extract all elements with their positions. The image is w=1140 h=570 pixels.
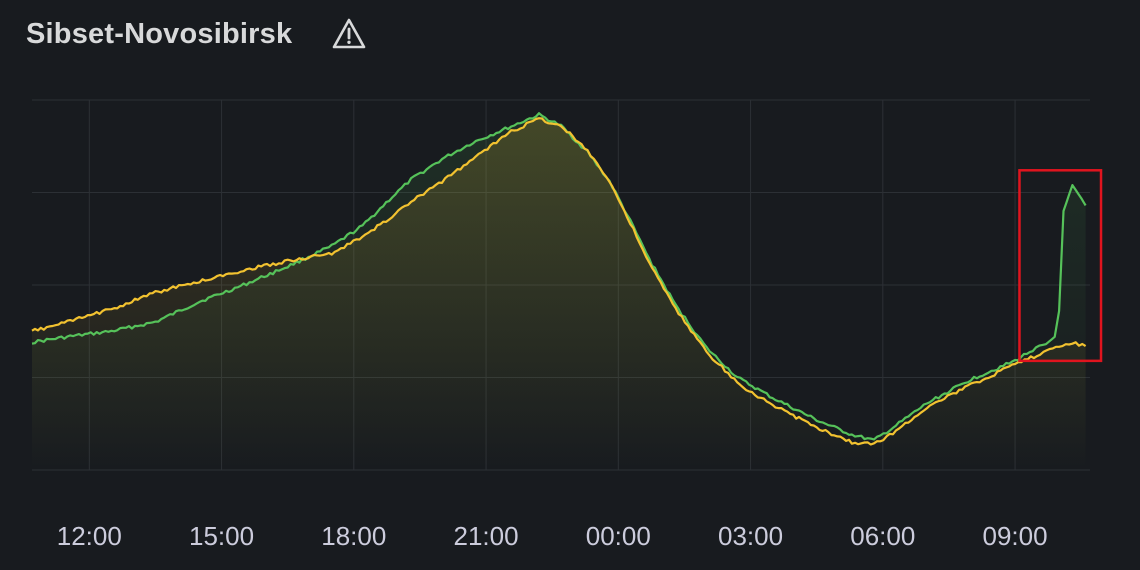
x-tick-label: 03:00	[718, 521, 783, 551]
warning-triangle-icon[interactable]	[330, 15, 368, 53]
series-yellow-area	[32, 118, 1086, 470]
chart-annotations	[1018, 169, 1103, 363]
x-tick-label: 21:00	[454, 521, 519, 551]
x-tick-label: 18:00	[321, 521, 386, 551]
series-lines	[31, 112, 1087, 446]
x-tick-label: 00:00	[586, 521, 651, 551]
panel-title: Sibset-Novosibirsk	[26, 17, 293, 50]
x-tick-label: 09:00	[983, 521, 1048, 551]
highlight-box	[1018, 169, 1103, 363]
x-tick-label: 06:00	[850, 521, 915, 551]
x-axis-ticks: 12:00 15:00 18:00 21:00 00:00 03:00 06:00 09:00	[57, 521, 1048, 551]
x-tick-label: 12:00	[57, 521, 122, 551]
x-tick-label: 15:00	[189, 521, 254, 551]
series-yellow-line	[31, 117, 1087, 446]
panel-header: Sibset-Novosibirsk	[26, 14, 368, 54]
series-fills	[32, 113, 1086, 470]
